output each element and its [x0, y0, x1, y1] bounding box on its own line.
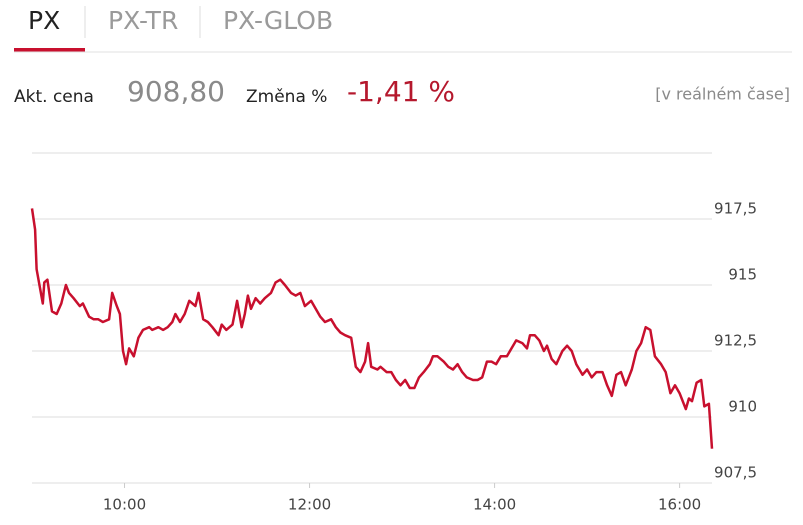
- tabs: PX PX-TR PX-GLOB: [14, 6, 333, 52]
- y-tick-label: 912,5: [714, 332, 757, 350]
- tab[interactable]: PX-TR: [108, 6, 178, 35]
- x-tick-label: 10:00: [103, 496, 146, 514]
- x-tick-label: 16:00: [658, 496, 701, 514]
- x-tick-label: 12:00: [288, 496, 331, 514]
- x-tick-label: 14:00: [473, 496, 516, 514]
- realtime-note: [v reálném čase]: [655, 85, 790, 104]
- y-tick-label: 910: [728, 398, 757, 416]
- price: 908,80: [127, 75, 225, 108]
- price-label: Akt. cena: [14, 87, 94, 107]
- y-tick-label: 907,5: [714, 464, 757, 482]
- y-tick-label: 915: [728, 266, 757, 284]
- change-label: Změna %: [246, 87, 327, 107]
- change: -1,41 %: [347, 75, 455, 108]
- tab[interactable]: PX: [28, 6, 60, 35]
- price-line: [30, 208, 714, 449]
- tab[interactable]: PX-GLOB: [223, 6, 333, 35]
- y-tick-label: 917,5: [714, 200, 757, 218]
- plot: 907,5 910 912,5 915 917,5 10:00 12:00 14:00 16:0…: [30, 200, 757, 514]
- active-tab-underline: [14, 48, 85, 52]
